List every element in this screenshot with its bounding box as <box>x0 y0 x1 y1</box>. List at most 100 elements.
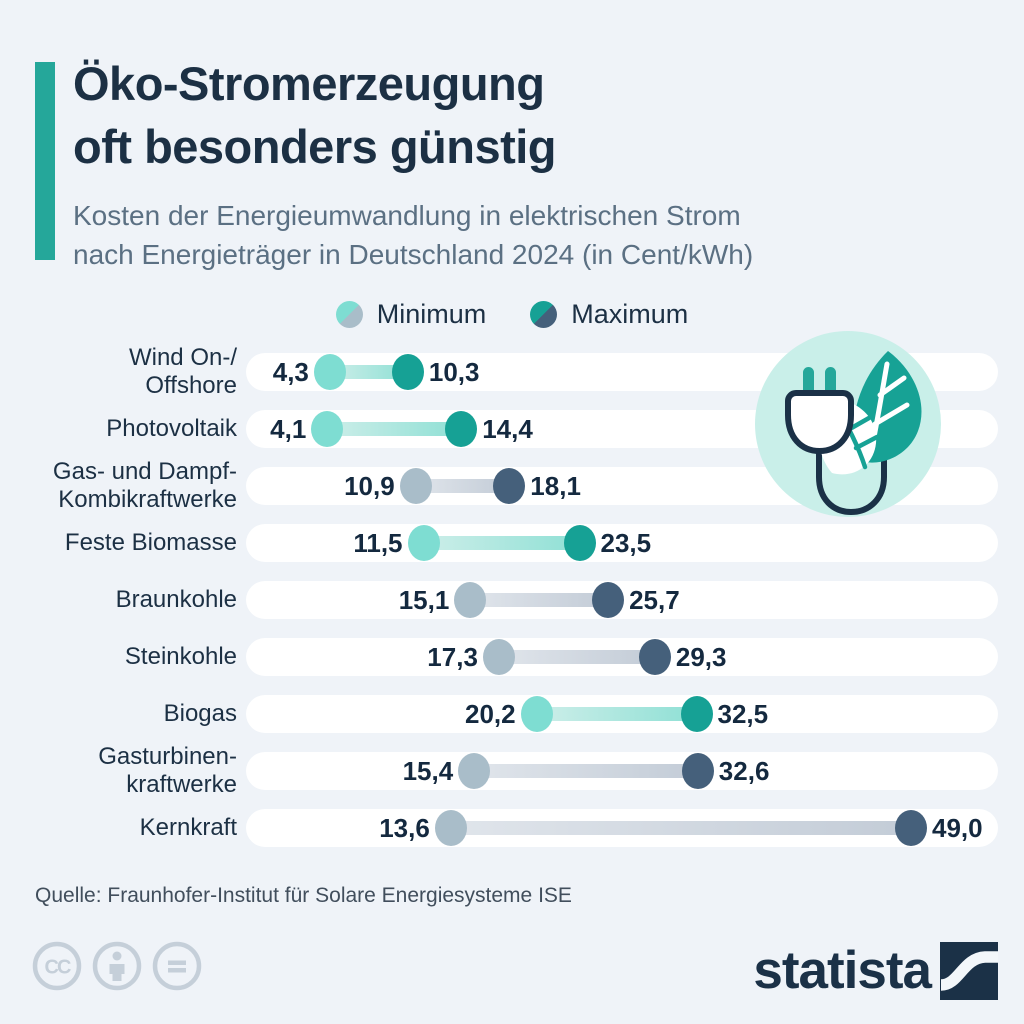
chart-row: Biogas 20,2 32,5 <box>0 685 1024 743</box>
plug-leaf-illustration <box>755 331 941 517</box>
row-label-line: Gasturbinen- <box>98 743 237 770</box>
max-value: 25,7 <box>629 585 680 615</box>
min-value: 4,3 <box>272 357 309 387</box>
range-bar <box>423 536 580 550</box>
min-dot <box>313 354 346 390</box>
min-dot <box>311 411 344 447</box>
row-label: Gas- und Dampf- Kombikraftwerke <box>0 457 237 515</box>
min-dot <box>482 639 515 675</box>
legend-minimum-dot-icon <box>335 301 363 328</box>
subtitle-line-2: nach Energieträger in Deutschland 2024 (… <box>73 239 754 270</box>
min-dot <box>434 810 467 846</box>
range-bar <box>474 764 698 778</box>
max-dot <box>638 639 671 675</box>
min-dot <box>407 525 440 561</box>
svg-text:CC: CC <box>45 957 71 979</box>
row-track: 15,1 25,7 <box>246 581 998 619</box>
max-value: 29,3 <box>675 642 727 672</box>
legend-maximum-dot-icon <box>530 301 558 328</box>
min-value: 10,9 <box>344 471 395 501</box>
range-bar <box>450 821 911 835</box>
row-label-line: Steinkohle <box>124 643 237 670</box>
legend-item-minimum: Minimum <box>335 299 487 330</box>
chart-row: Feste Biomasse 11,5 23,5 <box>0 514 1024 572</box>
row-label: Kernkraft <box>0 799 237 857</box>
max-dot <box>445 411 478 447</box>
range-bar <box>329 365 408 379</box>
max-value: 32,5 <box>717 699 769 729</box>
cc-license-icons: CC <box>32 941 202 991</box>
row-track: 20,2 32,5 <box>246 695 998 733</box>
max-value: 49,0 <box>932 813 983 843</box>
min-dot <box>520 696 553 732</box>
row-label: Feste Biomasse <box>0 514 237 572</box>
title-line-2: oft besonders günstig <box>73 120 557 173</box>
min-dot <box>399 468 432 504</box>
row-label-line: Braunkohle <box>115 586 237 613</box>
min-dot <box>454 582 487 618</box>
range-bar <box>536 707 697 721</box>
max-dot <box>493 468 526 504</box>
row-label: Biogas <box>0 685 237 743</box>
cc-icon: CC <box>32 941 82 991</box>
title-line-1: Öko-Stromerzeugung <box>73 57 545 110</box>
cc-attribution-icon <box>92 941 142 991</box>
min-value: 4,1 <box>270 414 307 444</box>
statista-logo: statista <box>753 942 998 1000</box>
row-label-line: Kernkraft <box>139 814 237 841</box>
range-bar <box>470 593 609 607</box>
min-value: 11,5 <box>353 528 403 558</box>
statista-logo-icon <box>940 942 998 1000</box>
row-track: 13,6 49,0 <box>246 809 998 847</box>
range-bar <box>415 479 510 493</box>
legend-maximum-label: Maximum <box>571 299 689 329</box>
row-label-line: Wind On-/ <box>128 344 237 371</box>
min-value: 13,6 <box>379 813 430 843</box>
max-dot <box>680 696 713 732</box>
row-label-line: Offshore <box>145 372 237 399</box>
max-dot <box>895 810 927 846</box>
row-label-line: Kombikraftwerke <box>58 486 237 513</box>
row-label: Braunkohle <box>0 571 237 629</box>
chart-row: Gasturbinen-kraftwerke 15,4 32,6 <box>0 742 1024 800</box>
range-bar <box>498 650 655 664</box>
subtitle-line-1: Kosten der Energieumwandlung in elektris… <box>73 200 741 231</box>
legend-item-maximum: Maximum <box>530 299 688 330</box>
plug-icon <box>785 367 854 454</box>
chart-row: Steinkohle 17,3 29,3 <box>0 628 1024 686</box>
page-subtitle: Kosten der Energieumwandlung in elektris… <box>73 196 753 274</box>
cc-no-derivatives-icon <box>152 941 202 991</box>
plug-cord <box>816 444 887 516</box>
row-label: Steinkohle <box>0 628 237 686</box>
chart-row: Kernkraft 13,6 49,0 <box>0 799 1024 857</box>
range-bar <box>327 422 462 436</box>
max-dot <box>681 753 714 789</box>
max-dot <box>563 525 596 561</box>
statista-wordmark: statista <box>753 941 932 1000</box>
row-label: Photovoltaik <box>0 400 237 458</box>
max-value: 32,6 <box>718 756 770 786</box>
source-note: Quelle: Fraunhofer-Institut für Solare E… <box>35 884 572 907</box>
min-value: 20,2 <box>465 699 516 729</box>
min-value: 17,3 <box>427 642 478 672</box>
min-value: 15,4 <box>402 756 454 786</box>
chart-row: Photovoltaik 4,1 14,4 <box>0 400 1024 458</box>
row-track: 11,5 23,5 <box>246 524 998 562</box>
legend-minimum-label: Minimum <box>376 299 487 329</box>
accent-bar <box>35 62 55 260</box>
row-label-line: kraftwerke <box>126 771 237 798</box>
row-label: Gasturbinen-kraftwerke <box>0 742 237 800</box>
row-label-line: Gas- und Dampf- <box>52 458 237 485</box>
chart-row: Braunkohle 15,1 25,7 <box>0 571 1024 629</box>
max-value: 10,3 <box>428 357 480 387</box>
max-value: 23,5 <box>600 528 652 558</box>
row-label-line: Feste Biomasse <box>64 529 237 556</box>
max-value: 14,4 <box>482 414 533 444</box>
row-label-line: Photovoltaik <box>106 415 237 442</box>
row-label-line: Biogas <box>163 700 237 727</box>
min-value: 15,1 <box>398 585 450 615</box>
max-value: 18,1 <box>530 471 581 501</box>
row-track: 17,3 29,3 <box>246 638 998 676</box>
page-title: Öko-Stromerzeugung oft besonders günstig <box>73 52 557 178</box>
